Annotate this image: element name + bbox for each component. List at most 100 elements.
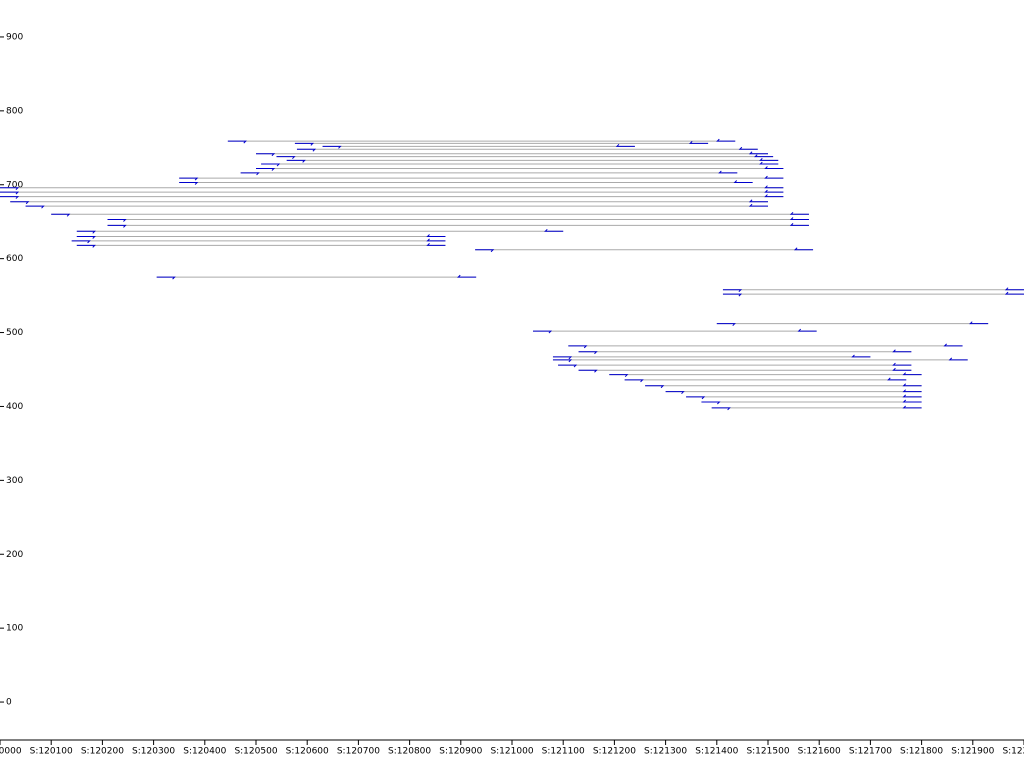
read-forward bbox=[0, 196, 20, 199]
read-forward bbox=[609, 374, 629, 378]
y-tick-label: 0 bbox=[6, 698, 12, 708]
read-forward bbox=[107, 224, 127, 228]
read-reverse bbox=[789, 217, 809, 220]
read-reverse bbox=[748, 151, 768, 155]
read-reverse bbox=[789, 211, 809, 215]
read-forward bbox=[722, 293, 743, 297]
read-forward bbox=[716, 323, 736, 327]
read-reverse bbox=[902, 399, 922, 403]
x-tick-label: S:120900 bbox=[439, 747, 482, 757]
read-reverse bbox=[789, 223, 809, 226]
x-tick-label: S:121500 bbox=[746, 747, 789, 757]
read-forward bbox=[578, 351, 598, 355]
read-reverse bbox=[892, 367, 912, 371]
y-tick-label: 200 bbox=[6, 550, 23, 560]
x-tick-label: S:120700 bbox=[337, 747, 380, 757]
read-reverse bbox=[902, 405, 922, 409]
read-reverse bbox=[793, 247, 814, 251]
y-tick-label: 800 bbox=[6, 106, 23, 116]
read-forward bbox=[711, 407, 731, 411]
x-tick-label: S:121200 bbox=[593, 747, 636, 757]
read-forward bbox=[10, 201, 30, 205]
read-forward bbox=[686, 396, 706, 400]
read-forward bbox=[552, 356, 573, 360]
read-forward bbox=[294, 142, 315, 146]
read-forward bbox=[0, 187, 20, 191]
read-reverse bbox=[759, 161, 779, 165]
x-tick-label: S:121900 bbox=[951, 747, 994, 757]
read-reverse bbox=[948, 357, 968, 361]
read-reverse bbox=[753, 154, 774, 158]
x-tick-label: S:121000 bbox=[490, 747, 533, 757]
x-tick-label: S:120600 bbox=[286, 747, 329, 757]
read-reverse bbox=[887, 377, 907, 381]
read-forward bbox=[0, 191, 20, 195]
read-forward bbox=[701, 401, 721, 405]
x-tick-label: S:120400 bbox=[183, 747, 226, 757]
read-forward bbox=[51, 213, 71, 217]
read-reverse bbox=[851, 354, 871, 358]
read-reverse bbox=[748, 199, 768, 203]
y-tick-label: 500 bbox=[6, 328, 23, 338]
read-reverse bbox=[764, 185, 784, 189]
read-reverse bbox=[716, 138, 736, 142]
read-forward bbox=[256, 153, 276, 157]
read-reverse bbox=[902, 372, 922, 376]
read-reverse bbox=[902, 383, 922, 387]
read-forward bbox=[645, 385, 665, 389]
x-tick-label: S:120100 bbox=[30, 747, 73, 757]
read-forward bbox=[76, 244, 96, 248]
read-reverse bbox=[457, 274, 477, 278]
y-tick-label: 700 bbox=[6, 180, 23, 190]
read-reverse bbox=[544, 228, 564, 232]
read-reverse bbox=[764, 194, 784, 198]
read-reverse bbox=[764, 166, 784, 169]
read-reverse bbox=[943, 343, 963, 347]
x-tick-label: S:120500 bbox=[234, 747, 277, 757]
read-forward bbox=[722, 289, 743, 293]
read-forward bbox=[568, 345, 588, 349]
read-forward bbox=[25, 205, 45, 209]
y-tick-label: 400 bbox=[6, 402, 23, 412]
read-forward bbox=[76, 235, 96, 239]
x-tick-label: S:121300 bbox=[644, 747, 687, 757]
x-tick-label: S:120200 bbox=[81, 747, 124, 757]
y-tick-label: 600 bbox=[6, 254, 23, 264]
read-forward bbox=[256, 167, 276, 171]
read-forward bbox=[558, 364, 578, 368]
read-forward bbox=[261, 163, 281, 167]
read-reverse bbox=[718, 170, 738, 174]
read-reverse bbox=[892, 349, 912, 353]
read-forward bbox=[286, 159, 306, 163]
y-tick-label: 300 bbox=[6, 476, 23, 486]
read-forward bbox=[227, 140, 247, 144]
x-tick-label: S:121700 bbox=[849, 747, 892, 757]
read-reverse bbox=[902, 389, 922, 393]
read-reverse bbox=[764, 189, 784, 193]
read-forward bbox=[179, 182, 199, 185]
read-forward bbox=[156, 276, 176, 280]
read-reverse bbox=[615, 143, 635, 147]
read-forward bbox=[322, 145, 342, 149]
read-reverse bbox=[1004, 287, 1024, 291]
x-tick-label: S:121400 bbox=[695, 747, 738, 757]
read-reverse bbox=[426, 242, 446, 246]
read-reverse bbox=[426, 234, 446, 237]
read-forward bbox=[475, 249, 495, 253]
read-forward bbox=[240, 172, 260, 176]
read-reverse bbox=[733, 180, 753, 184]
x-tick-label: S:122000 bbox=[1002, 747, 1024, 757]
read-reverse bbox=[748, 203, 768, 207]
read-forward bbox=[532, 330, 553, 334]
x-tick-label: S:120000 bbox=[0, 747, 22, 757]
read-reverse bbox=[797, 328, 817, 332]
x-tick-label: S:121100 bbox=[542, 747, 585, 757]
x-tick-label: S:121600 bbox=[798, 747, 841, 757]
read-forward bbox=[296, 148, 317, 152]
read-reverse bbox=[902, 394, 922, 398]
read-forward bbox=[552, 359, 573, 363]
read-forward bbox=[71, 240, 91, 244]
read-reverse bbox=[688, 141, 709, 144]
